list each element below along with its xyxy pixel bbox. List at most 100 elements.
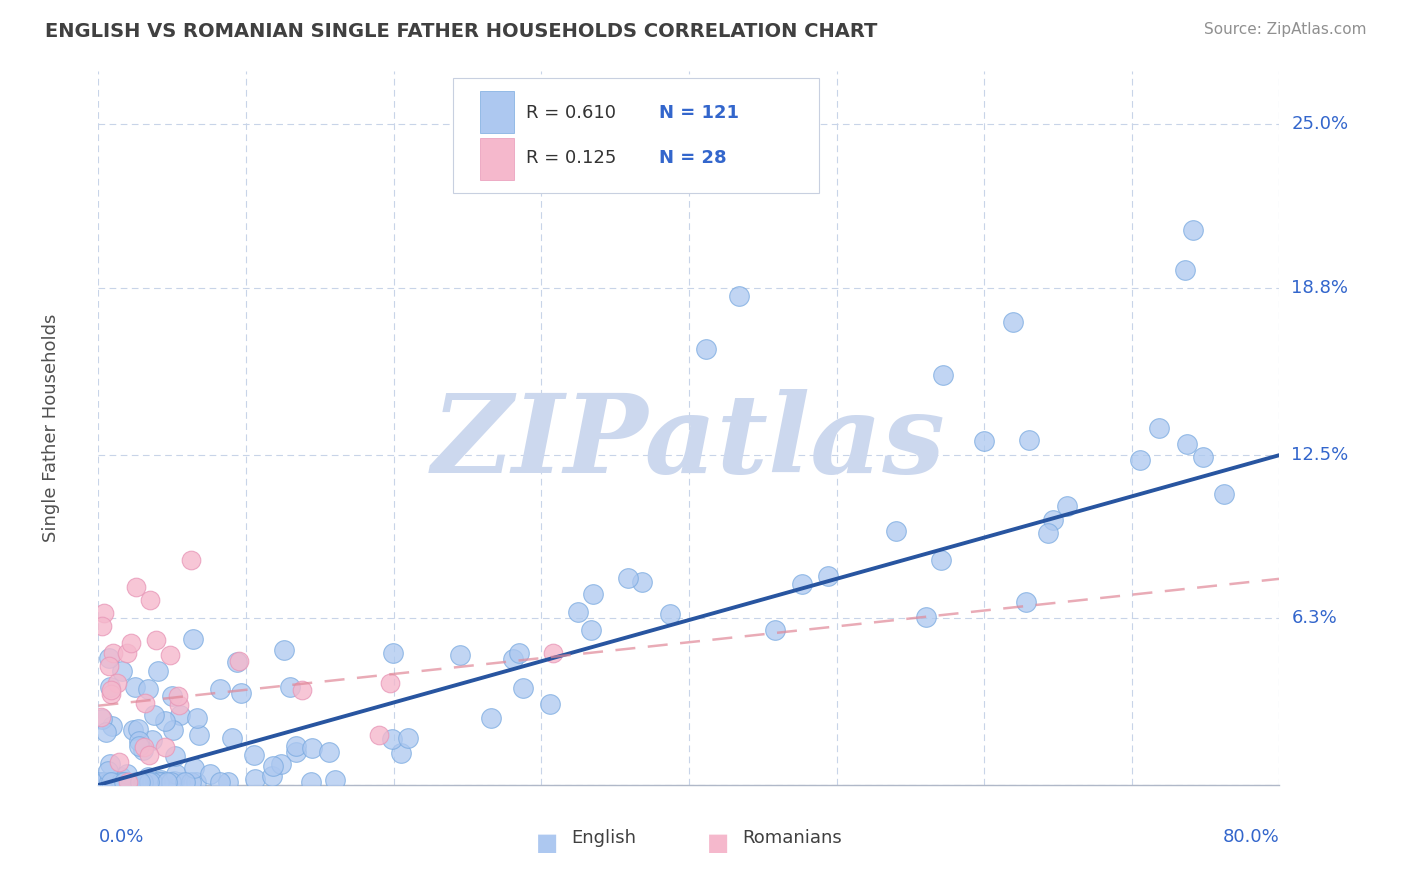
- Point: [1042, 513, 1064, 527]
- Point: [1015, 595, 1038, 609]
- Point: [120, 636, 142, 650]
- Point: [389, 746, 412, 760]
- Point: [98, 775, 121, 789]
- Point: [1038, 525, 1060, 540]
- Point: [396, 731, 419, 745]
- Point: [270, 757, 292, 772]
- Point: [167, 698, 190, 712]
- Point: [280, 680, 302, 694]
- Point: [817, 569, 839, 583]
- Point: [165, 748, 187, 763]
- FancyBboxPatch shape: [479, 91, 515, 134]
- Point: [174, 775, 197, 789]
- Point: [134, 696, 156, 710]
- Point: [217, 775, 239, 789]
- Point: [112, 775, 135, 789]
- Point: [512, 681, 534, 695]
- Point: [1213, 487, 1236, 501]
- Point: [973, 434, 995, 449]
- Text: Source: ZipAtlas.com: Source: ZipAtlas.com: [1204, 22, 1367, 37]
- Point: [631, 575, 654, 590]
- Point: [262, 769, 284, 783]
- Point: [1174, 262, 1197, 277]
- FancyBboxPatch shape: [479, 137, 515, 180]
- Point: [156, 775, 179, 789]
- Text: ZIPatlas: ZIPatlas: [432, 389, 946, 496]
- Point: [111, 664, 134, 678]
- Text: 18.8%: 18.8%: [1291, 279, 1348, 297]
- Point: [98, 756, 121, 771]
- Point: [291, 683, 314, 698]
- Point: [101, 646, 124, 660]
- Point: [225, 656, 247, 670]
- Point: [131, 743, 153, 757]
- Point: [695, 342, 717, 356]
- Text: 80.0%: 80.0%: [1223, 828, 1279, 846]
- Point: [617, 571, 640, 585]
- Point: [299, 775, 322, 789]
- Point: [163, 773, 186, 788]
- Point: [567, 605, 589, 619]
- Point: [884, 524, 907, 539]
- Point: [929, 553, 952, 567]
- Point: [89, 775, 111, 789]
- Point: [231, 686, 253, 700]
- Point: [481, 711, 503, 725]
- Point: [128, 734, 150, 748]
- Point: [450, 648, 472, 663]
- Point: [502, 651, 524, 665]
- Text: 12.5%: 12.5%: [1291, 446, 1348, 464]
- Text: ■: ■: [707, 831, 730, 855]
- Point: [146, 664, 169, 678]
- Point: [89, 775, 111, 789]
- Point: [318, 745, 340, 759]
- Point: [100, 775, 122, 789]
- Text: Romanians: Romanians: [742, 830, 842, 847]
- Text: 6.3%: 6.3%: [1291, 609, 1337, 627]
- Text: Single Father Households: Single Father Households: [42, 314, 60, 542]
- Point: [125, 775, 148, 789]
- Point: [141, 775, 163, 789]
- Point: [127, 775, 149, 789]
- Point: [93, 775, 115, 789]
- Point: [149, 773, 172, 788]
- Point: [127, 723, 149, 737]
- Point: [101, 719, 124, 733]
- Point: [107, 755, 129, 769]
- Point: [378, 676, 401, 690]
- Text: R = 0.610: R = 0.610: [526, 103, 616, 121]
- Point: [100, 680, 122, 694]
- Point: [142, 707, 165, 722]
- Point: [763, 623, 786, 637]
- Text: N = 28: N = 28: [659, 150, 727, 168]
- Point: [110, 770, 132, 784]
- Point: [301, 741, 323, 756]
- Point: [382, 646, 405, 660]
- Point: [183, 761, 205, 775]
- Point: [94, 775, 117, 789]
- Point: [97, 764, 120, 779]
- Point: [1175, 437, 1198, 451]
- Point: [115, 767, 138, 781]
- Point: [138, 747, 160, 762]
- Point: [198, 766, 221, 780]
- Text: 0.0%: 0.0%: [98, 828, 143, 846]
- Point: [166, 689, 188, 703]
- Point: [1192, 450, 1215, 464]
- Point: [132, 775, 155, 789]
- Point: [97, 659, 120, 673]
- Text: ENGLISH VS ROMANIAN SINGLE FATHER HOUSEHOLDS CORRELATION CHART: ENGLISH VS ROMANIAN SINGLE FATHER HOUSEH…: [45, 22, 877, 41]
- Point: [165, 767, 187, 781]
- Point: [728, 289, 751, 303]
- Point: [931, 368, 953, 383]
- Point: [125, 580, 148, 594]
- Point: [508, 646, 530, 660]
- Point: [367, 728, 389, 742]
- Point: [115, 646, 138, 660]
- Point: [136, 682, 159, 697]
- Point: [1182, 223, 1205, 237]
- Point: [169, 775, 191, 789]
- Point: [121, 723, 143, 737]
- Point: [124, 680, 146, 694]
- Point: [186, 711, 208, 725]
